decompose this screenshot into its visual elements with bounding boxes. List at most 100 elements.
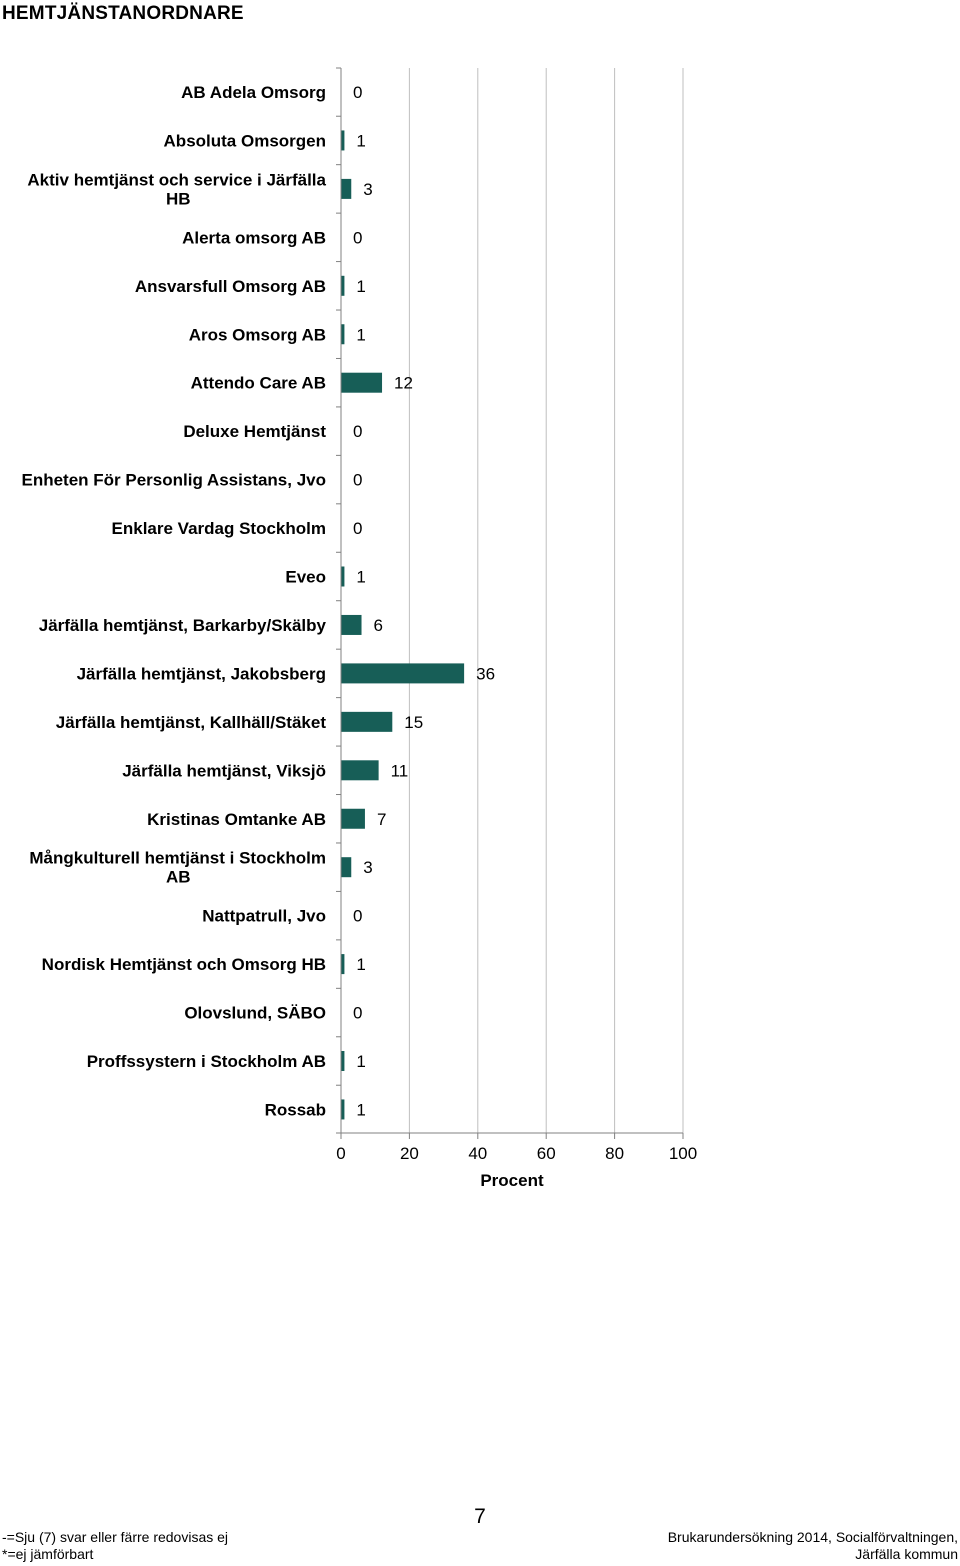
category-label: Olovslund, SÄBO (184, 1004, 326, 1023)
category-label: Järfälla hemtjänst, Kallhäll/Stäket (56, 713, 327, 732)
category-label: Alerta omsorg AB (182, 228, 326, 247)
category-label: Eveo (285, 568, 326, 587)
bar (341, 324, 345, 345)
bar-value-label: 11 (391, 761, 409, 780)
bar-value-label: 0 (353, 519, 362, 538)
bar (341, 566, 345, 587)
bar-value-label: 1 (356, 1100, 365, 1119)
category-label: Aros Omsorg AB (189, 325, 326, 344)
bar (341, 1099, 345, 1120)
bar-value-label: 1 (356, 277, 365, 296)
category-label: Mångkulturell hemtjänst i Stockholm AB (29, 849, 326, 887)
page-number: 7 (474, 1505, 486, 1528)
bar-value-label: 1 (356, 955, 365, 974)
category-label-line: Attendo Care AB (191, 374, 326, 393)
bar-value-label: 0 (353, 471, 362, 490)
category-label: AB Adela Omsorg (181, 83, 326, 102)
footer-source-line: Järfälla kommun (855, 1546, 958, 1562)
category-label-line: AB Adela Omsorg (181, 83, 326, 102)
category-label-line: Järfälla hemtjänst, Barkarby/Skälby (39, 616, 327, 635)
category-label-line: Kristinas Omtanke AB (147, 810, 326, 829)
x-axis-title: Procent (480, 1171, 544, 1190)
category-label: Järfälla hemtjänst, Viksjö (122, 761, 326, 780)
category-label-line: Enklare Vardag Stockholm (112, 519, 326, 538)
chart-bars (341, 130, 465, 1120)
category-label-line: Olovslund, SÄBO (184, 1004, 326, 1023)
category-label-line: Nordisk Hemtjänst och Omsorg HB (42, 955, 326, 974)
category-label: Järfälla hemtjänst, Jakobsberg (77, 664, 326, 683)
category-label-line: Aros Omsorg AB (189, 325, 326, 344)
category-label-line: Mångkulturell hemtjänst i Stockholm (29, 849, 326, 868)
bar (341, 663, 465, 684)
bar-value-label: 7 (377, 810, 386, 829)
page-title: HEMTJÄNSTANORDNARE (2, 3, 244, 24)
bar (341, 178, 352, 199)
category-label: Nordisk Hemtjänst och Omsorg HB (42, 955, 326, 974)
category-label: Enheten För Personlig Assistans, Jvo (21, 471, 326, 490)
bar (341, 614, 362, 635)
category-label-line: Järfälla hemtjänst, Viksjö (122, 761, 326, 780)
bar-value-label: 1 (356, 568, 365, 587)
bar-value-label: 1 (356, 1052, 365, 1071)
category-label: Aktiv hemtjänst och service i Järfälla HB (27, 170, 326, 208)
bar (341, 808, 365, 829)
bar-value-label: 0 (353, 83, 362, 102)
bar-value-label: 6 (374, 616, 383, 635)
category-label-line: Enheten För Personlig Assistans, Jvo (21, 471, 326, 490)
chart-axes (336, 67, 684, 1139)
category-label-line: AB (166, 868, 191, 887)
bar-value-label: 36 (476, 664, 495, 683)
bar (341, 130, 345, 151)
bar (341, 711, 393, 732)
bar-value-label: 0 (353, 1004, 362, 1023)
category-label: Nattpatrull, Jvo (202, 907, 326, 926)
category-label: Proffssystern i Stockholm AB (87, 1052, 326, 1071)
footer-source: Brukarundersökning 2014, Socialförvaltni… (668, 1529, 958, 1563)
category-label-line: Aktiv hemtjänst och service i Järfälla (27, 170, 326, 189)
bar-value-label: 1 (356, 131, 365, 150)
x-tick-label: 100 (669, 1144, 697, 1163)
category-label-line: Deluxe Hemtjänst (183, 422, 326, 441)
x-tick-label: 40 (468, 1144, 487, 1163)
chart-category-labels: AB Adela Omsorg Absoluta Omsorgen Aktiv he… (21, 83, 326, 1119)
bar-chart: AB Adela Omsorg Absoluta Omsorgen Aktiv he… (21, 67, 697, 1190)
chart-gridlines (408, 68, 684, 1133)
category-label-line: Nattpatrull, Jvo (202, 907, 326, 926)
x-tick-label: 60 (537, 1144, 556, 1163)
bar-value-label: 0 (353, 907, 362, 926)
category-label-line: Järfälla hemtjänst, Kallhäll/Stäket (56, 713, 327, 732)
chart-x-tick-labels: 0 20 40 60 80 100 (336, 1144, 697, 1163)
bar (341, 275, 345, 296)
bar-value-label: 0 (353, 422, 362, 441)
category-label: Rossab (265, 1100, 326, 1119)
x-tick-label: 0 (336, 1144, 345, 1163)
category-label: Enklare Vardag Stockholm (112, 519, 326, 538)
category-label-line: Rossab (265, 1100, 326, 1119)
category-label-line: HB (166, 189, 191, 208)
bar-value-label: 15 (404, 713, 423, 732)
category-label: Attendo Care AB (191, 374, 326, 393)
x-tick-label: 80 (605, 1144, 624, 1163)
category-label: Järfälla hemtjänst, Barkarby/Skälby (39, 616, 327, 635)
bar (341, 760, 379, 781)
bar-value-label: 3 (363, 858, 372, 877)
bar (341, 372, 383, 393)
category-label: Absoluta Omsorgen (164, 131, 326, 150)
category-label-line: Järfälla hemtjänst, Jakobsberg (77, 664, 326, 683)
bar-value-label: 12 (394, 374, 413, 393)
category-label: Deluxe Hemtjänst (183, 422, 326, 441)
category-label: Ansvarsfull Omsorg AB (135, 277, 326, 296)
category-label: Kristinas Omtanke AB (147, 810, 326, 829)
bar-value-label: 0 (353, 228, 362, 247)
bar (341, 857, 352, 878)
x-tick-label: 20 (400, 1144, 419, 1163)
footer-note-line: -=Sju (7) svar eller färre redovisas ej (2, 1529, 229, 1545)
footer-note-line: *=ej jämförbart (2, 1546, 94, 1562)
bar (341, 1051, 345, 1071)
bar-value-label: 3 (363, 180, 372, 199)
footer-note: -=Sju (7) svar eller färre redovisas ej … (2, 1529, 228, 1563)
category-label-line: Eveo (285, 568, 326, 587)
footer-source-line: Brukarundersökning 2014, Socialförvaltni… (667, 1529, 958, 1545)
bar (341, 954, 345, 975)
